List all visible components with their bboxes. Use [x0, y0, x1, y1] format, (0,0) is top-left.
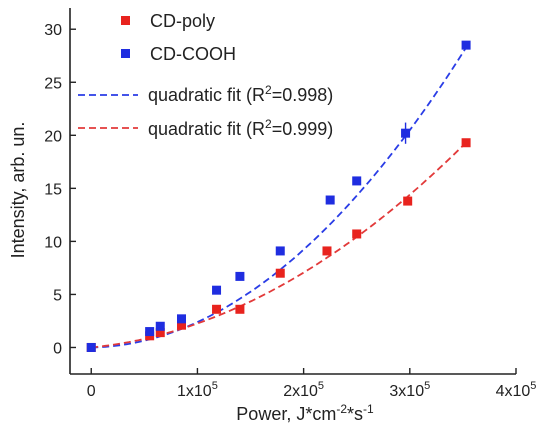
point-cd-poly: [177, 320, 186, 330]
point-cd-poly: [352, 229, 362, 239]
x-tick-label: 2x105: [283, 380, 324, 400]
point-cd-cooh: [177, 314, 186, 324]
point-cd-cooh: [352, 176, 362, 186]
point-cd-cooh: [325, 195, 335, 205]
x-tick-label-exponent: 5: [318, 380, 324, 392]
y-tick-label: 25: [44, 75, 62, 92]
x-tick-label-base: 2x10: [283, 383, 318, 400]
point-cd-cooh: [86, 342, 96, 352]
x-tick-label-exponent: 5: [530, 380, 536, 392]
legend-marker-cd-cooh: [121, 49, 130, 58]
x-axis-title: Power, J*cm-2*s-1: [236, 402, 374, 424]
x-tick-label-base: 0: [87, 383, 96, 400]
point-cd-cooh: [235, 271, 245, 281]
x-tick-label: 4x105: [496, 380, 537, 400]
y-tick-label: 15: [44, 181, 62, 198]
point-cd-poly: [235, 304, 245, 314]
legend-label-cd-cooh: CD-COOH: [150, 44, 236, 64]
x-tick-label: 0: [87, 383, 96, 400]
point-cd-poly: [212, 304, 222, 314]
x-tick-label-exponent: 5: [424, 380, 430, 392]
legend-marker-cd-poly: [121, 16, 130, 25]
x-tick-label-base: 4x10: [496, 383, 531, 400]
point-cd-poly: [275, 268, 285, 278]
legend-label-fit-1: quadratic fit (R2=0.998): [148, 83, 333, 105]
point-cd-cooh: [461, 40, 471, 50]
x-tick-label-base: 1x10: [177, 383, 212, 400]
y-tick-label: 5: [53, 287, 62, 304]
x-tick-label: 3x105: [389, 380, 430, 400]
y-tick-label: 30: [44, 22, 62, 39]
x-tick-label: 1x105: [177, 380, 218, 400]
fit-curve-2: [91, 139, 469, 349]
point-cd-cooh: [212, 285, 222, 295]
point-cd-cooh: [155, 321, 165, 331]
point-cd-poly: [322, 246, 332, 256]
x-tick-label-base: 3x10: [389, 383, 424, 400]
y-axis-title: Intensity, arb. un.: [8, 122, 28, 259]
point-cd-cooh: [145, 327, 155, 337]
point-cd-poly: [403, 196, 413, 206]
y-tick-label: 20: [44, 128, 62, 145]
data-points: [86, 40, 471, 352]
legend-label-fit-2: quadratic fit (R2=0.999): [148, 117, 333, 139]
x-tick-label-exponent: 5: [212, 380, 218, 392]
y-tick-label: 0: [53, 340, 62, 357]
legend: CD-poly CD-COOH quadratic fit (R2=0.998)…: [78, 11, 333, 139]
point-cd-poly: [461, 138, 471, 148]
point-cd-cooh: [275, 246, 285, 256]
y-tick-label: 10: [44, 234, 62, 251]
legend-label-cd-poly: CD-poly: [150, 11, 215, 31]
point-cd-poly: [155, 328, 165, 338]
